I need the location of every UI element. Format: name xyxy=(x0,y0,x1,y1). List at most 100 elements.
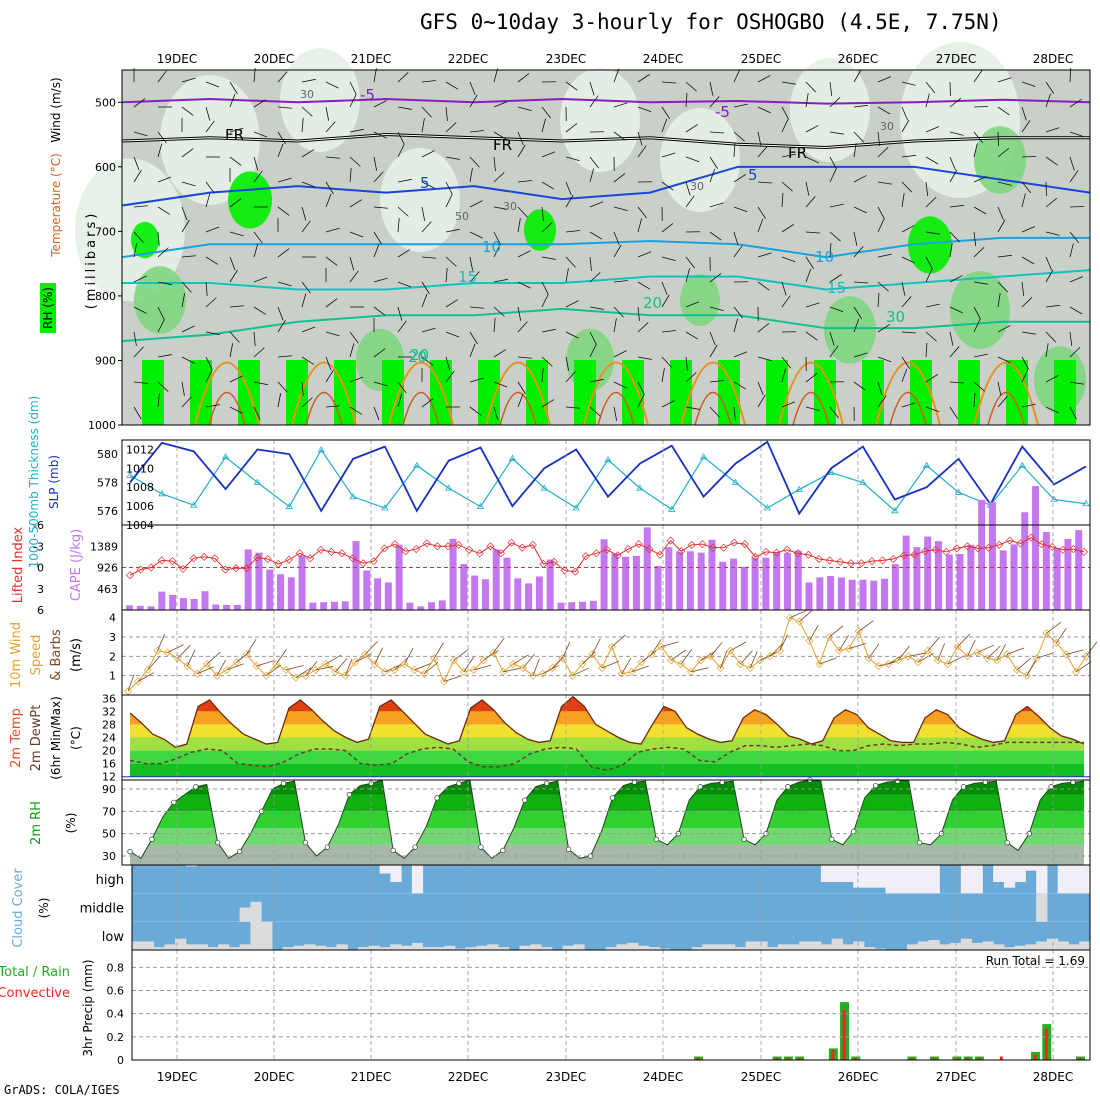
wind-barb xyxy=(973,281,988,285)
wind-barb xyxy=(373,131,387,139)
wind-barb xyxy=(829,231,841,242)
wind-barb-10m xyxy=(1056,627,1067,644)
wind-barb-10m xyxy=(157,633,166,651)
wind-barb xyxy=(973,319,981,333)
wind-barb xyxy=(997,293,1001,308)
wind-barb xyxy=(469,200,483,208)
wind-barb xyxy=(157,231,160,246)
wind-barb xyxy=(325,156,340,159)
wind-barb xyxy=(421,206,426,221)
wind-barb xyxy=(589,95,599,108)
wind-barb xyxy=(421,221,432,233)
cape-bar xyxy=(471,575,479,610)
wind-barb xyxy=(373,277,388,283)
rh-label: 30 xyxy=(503,200,517,213)
wind-speed-marker xyxy=(400,660,409,669)
wind-barb xyxy=(541,181,555,190)
wind-barb xyxy=(157,176,172,183)
wind-speed-marker xyxy=(627,667,636,676)
wind-barb xyxy=(349,168,352,183)
isotherm-label: FR xyxy=(225,126,244,144)
rh-surface-column xyxy=(286,360,308,425)
wind-barb xyxy=(493,318,496,333)
wind-barb xyxy=(1021,226,1036,233)
wind-speed-marker xyxy=(321,660,330,669)
li-marker xyxy=(348,554,357,563)
cloud-low-cell xyxy=(379,947,391,950)
wind-barb-10m xyxy=(937,643,945,661)
thickness-marker xyxy=(795,485,803,492)
rh-label: 30 xyxy=(300,88,314,101)
wind-speed-marker xyxy=(222,665,231,674)
wind-barb xyxy=(709,156,718,169)
rh-region xyxy=(228,171,272,229)
rh-marker xyxy=(324,844,331,850)
cape-bar xyxy=(136,605,144,610)
rh-marker xyxy=(193,784,199,790)
rh-marker xyxy=(237,848,243,855)
cape-bar xyxy=(837,577,845,610)
precip-ylabel-conv: Convective xyxy=(0,986,70,1001)
rh-marker xyxy=(412,844,418,850)
wind-barb xyxy=(709,306,724,312)
cape-bar xyxy=(525,583,533,610)
wind-barb xyxy=(925,81,936,94)
isotherm-35-dome xyxy=(889,392,927,426)
date-label-bottom: 20DEC xyxy=(254,1070,294,1084)
cloud-low-cell xyxy=(627,942,639,950)
rh-surface-column xyxy=(142,360,164,425)
wind-barb xyxy=(469,168,473,183)
li-marker xyxy=(433,542,442,551)
cape-bar xyxy=(848,579,856,610)
wind-barb xyxy=(1069,131,1084,137)
wind-barb xyxy=(1021,296,1033,308)
wind-barb xyxy=(397,131,405,145)
wind-barb xyxy=(709,96,720,108)
thickness-marker xyxy=(891,507,899,514)
wind-barb xyxy=(661,356,672,368)
li-marker xyxy=(719,543,728,552)
wind-barb xyxy=(277,381,288,393)
wind-speed-marker xyxy=(914,658,923,667)
wind-speed-marker xyxy=(805,636,814,645)
cloud-low-cell xyxy=(1068,944,1080,950)
cloud-low-cell xyxy=(218,944,230,950)
precip-tick-label: 0.6 xyxy=(107,985,125,998)
wind-barb xyxy=(397,393,403,408)
wind-barb xyxy=(613,406,618,421)
rh-region xyxy=(134,266,186,334)
wind-barb xyxy=(421,327,436,333)
wind-barb xyxy=(925,343,928,358)
wind-barb xyxy=(637,206,647,219)
wind-barb xyxy=(829,131,844,135)
wind-barb xyxy=(421,256,436,259)
cape-bar xyxy=(298,555,306,610)
wind-speed-marker xyxy=(163,648,172,657)
wind-barb xyxy=(949,131,964,136)
wind-barb xyxy=(853,131,865,143)
cloud-high-gap xyxy=(1036,865,1048,894)
precip-conv-bar xyxy=(932,1057,936,1060)
date-label-top: 24DEC xyxy=(643,52,683,66)
cape-bar xyxy=(190,598,198,610)
wind-barb xyxy=(877,293,880,308)
rh-marker xyxy=(851,828,857,835)
wind-barb xyxy=(973,176,988,183)
wind-speed-marker xyxy=(351,658,360,667)
wind-barb xyxy=(349,156,361,167)
li-marker xyxy=(1079,547,1089,556)
temp-band xyxy=(130,696,1084,712)
wind-speed-marker xyxy=(1072,667,1081,676)
temp-band xyxy=(130,737,1084,751)
wind-barb xyxy=(349,81,357,95)
wind-speed-marker xyxy=(370,660,379,669)
wind-barb xyxy=(1045,127,1060,133)
thickness-marker xyxy=(763,504,772,511)
rh-surface-column xyxy=(766,360,788,425)
wind-barb xyxy=(349,199,363,208)
thickness-marker xyxy=(540,484,548,491)
wind-barb-10m xyxy=(828,625,844,638)
li-marker xyxy=(210,554,219,563)
wind-speed-marker xyxy=(726,646,735,655)
wind-barb xyxy=(829,274,842,283)
